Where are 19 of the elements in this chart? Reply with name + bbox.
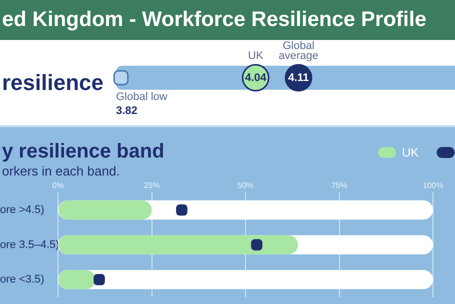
category-label: Global average bbox=[278, 40, 318, 62]
data-label: 4.11 bbox=[288, 72, 309, 84]
category-label: Global low bbox=[116, 90, 168, 103]
y-tick-label: ore <3.5) bbox=[0, 274, 44, 286]
x-tick-label: 50% bbox=[237, 181, 254, 190]
text: resilience bbox=[2, 70, 104, 96]
text: ed Kingdom - Workforce Resilience Profile bbox=[0, 0, 455, 40]
category-label: UK bbox=[248, 50, 264, 62]
bar bbox=[58, 200, 152, 220]
x-tick-label: 75% bbox=[331, 181, 348, 190]
chart-title: y resilience band bbox=[2, 140, 164, 163]
data-label: 4.04 bbox=[244, 72, 268, 84]
data-label: 3.82 bbox=[116, 104, 138, 117]
legend-label: UK bbox=[402, 145, 419, 160]
x-tick-label: 25% bbox=[144, 181, 160, 190]
y-tick-label: ore >4.5) bbox=[0, 204, 44, 216]
x-tick-label: 100% bbox=[422, 181, 444, 190]
chart-subtitle: orkers in each band. bbox=[2, 164, 120, 179]
x-tick-label: 0% bbox=[52, 181, 64, 190]
